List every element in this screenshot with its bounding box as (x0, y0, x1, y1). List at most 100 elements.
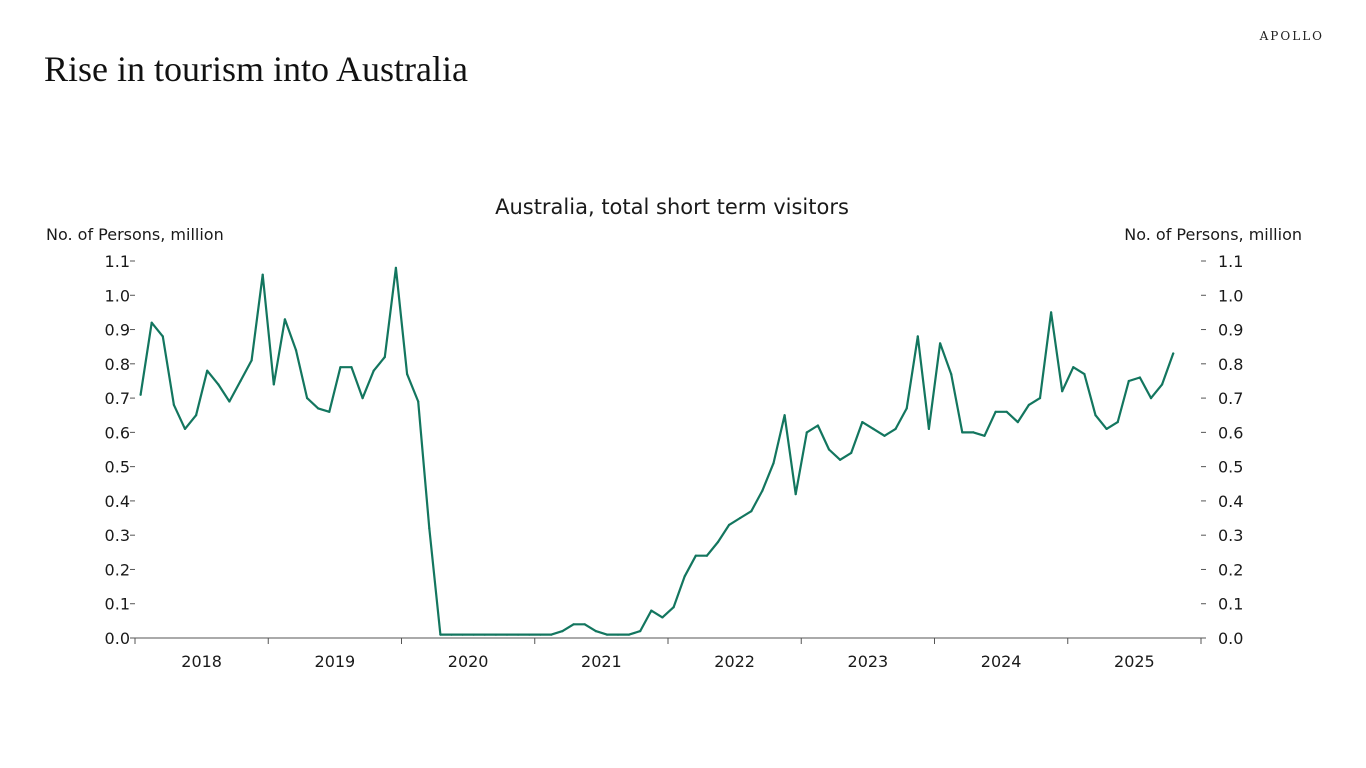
x-tick-label: 2018 (181, 652, 222, 671)
data-point (1072, 366, 1075, 369)
data-point (594, 630, 597, 633)
data-point (172, 403, 175, 406)
data-point (428, 527, 431, 530)
data-point (217, 383, 220, 386)
y-tick-label-left: 0.2 (105, 560, 130, 579)
y-tick-label-right: 1.1 (1218, 252, 1243, 271)
data-point (850, 451, 853, 454)
data-point (394, 266, 397, 269)
data-point (294, 349, 298, 352)
data-point (583, 623, 586, 626)
y-tick-label-left: 0.9 (105, 321, 130, 340)
data-point (283, 318, 286, 321)
data-point (716, 540, 720, 544)
data-point (805, 431, 808, 434)
y-tick-label-right: 0.4 (1218, 492, 1243, 511)
data-point (739, 516, 742, 520)
data-point (472, 633, 475, 636)
y-tick-label-left: 0.0 (105, 629, 130, 648)
data-point (383, 355, 386, 359)
data-point (339, 366, 342, 369)
data-point (827, 448, 831, 451)
data-point (694, 554, 697, 557)
data-point (1149, 397, 1153, 400)
data-point (1172, 352, 1175, 355)
y-tick-label-right: 0.6 (1218, 423, 1243, 442)
y-tick-label-left: 1.1 (105, 252, 130, 271)
data-point (517, 633, 520, 636)
data-point (417, 400, 420, 403)
data-point (461, 633, 464, 636)
data-point (572, 623, 575, 626)
x-tick-label: 2025 (1114, 652, 1155, 671)
y-tick-label-left: 0.6 (105, 423, 130, 442)
data-point (683, 575, 686, 578)
x-tick-label: 2023 (848, 652, 889, 671)
data-point (139, 393, 142, 396)
data-point (539, 633, 542, 636)
series-line (139, 266, 1175, 636)
data-point (794, 493, 797, 496)
data-point (1138, 376, 1141, 379)
data-point (761, 489, 764, 492)
data-point (983, 434, 986, 437)
data-point (650, 609, 653, 612)
data-point (261, 273, 264, 276)
data-point (1161, 383, 1164, 386)
data-point (950, 373, 953, 376)
data-point (1061, 390, 1064, 393)
data-point (228, 400, 231, 403)
y-tick-label-right: 0.9 (1218, 321, 1243, 340)
data-point (939, 342, 942, 345)
data-point (439, 633, 442, 636)
data-point (972, 431, 975, 434)
data-point (839, 458, 842, 461)
data-point (927, 427, 931, 430)
data-point (1027, 403, 1030, 406)
slide-title: Rise in tourism into Australia (44, 49, 468, 89)
data-point (494, 633, 497, 636)
data-point (628, 633, 631, 636)
y-tick-label-right: 0.5 (1218, 458, 1243, 477)
data-point (450, 633, 453, 636)
axes: 0.0 0.0 0.1 0.1 0.2 0.2 0.3 0.3 0.4 0.4 0.5 0.5 0.6 0… (105, 252, 1244, 671)
y-tick-label-right: 0.3 (1218, 526, 1243, 545)
y-tick-label-left: 0.4 (105, 492, 130, 511)
data-point (961, 431, 964, 434)
data-point (1127, 379, 1130, 383)
data-point (616, 633, 620, 636)
data-point (550, 633, 553, 636)
y-tick-label-right: 1.0 (1218, 286, 1243, 305)
data-point (317, 407, 320, 410)
y-tick-label-right: 0.2 (1218, 560, 1243, 579)
data-point (306, 397, 309, 400)
data-point (783, 414, 786, 417)
data-point (561, 630, 564, 633)
data-point (1050, 311, 1053, 314)
data-point (661, 616, 664, 619)
y-tick-label-left: 0.3 (105, 526, 130, 545)
data-point (994, 410, 997, 413)
data-point (505, 633, 509, 636)
y-tick-label-left: 0.1 (105, 595, 130, 614)
y-tick-label-right: 0.8 (1218, 355, 1243, 374)
data-point (750, 510, 753, 513)
data-point (350, 366, 353, 369)
data-point (361, 397, 364, 400)
data-point (639, 630, 642, 633)
y-axis-label-left: No. of Persons, million (46, 225, 224, 244)
data-point (1005, 410, 1008, 413)
data-point (705, 554, 709, 557)
data-point (916, 335, 919, 338)
data-point (250, 359, 253, 362)
data-point (872, 427, 875, 430)
data-point (861, 421, 864, 424)
y-tick-label-right: 0.0 (1218, 629, 1243, 648)
data-point (528, 633, 531, 636)
series-group (139, 266, 1175, 636)
y-tick-label-right: 0.7 (1218, 389, 1243, 408)
y-tick-label-left: 0.8 (105, 355, 130, 374)
data-point (183, 427, 187, 430)
data-point (728, 523, 731, 527)
data-point (161, 335, 164, 338)
